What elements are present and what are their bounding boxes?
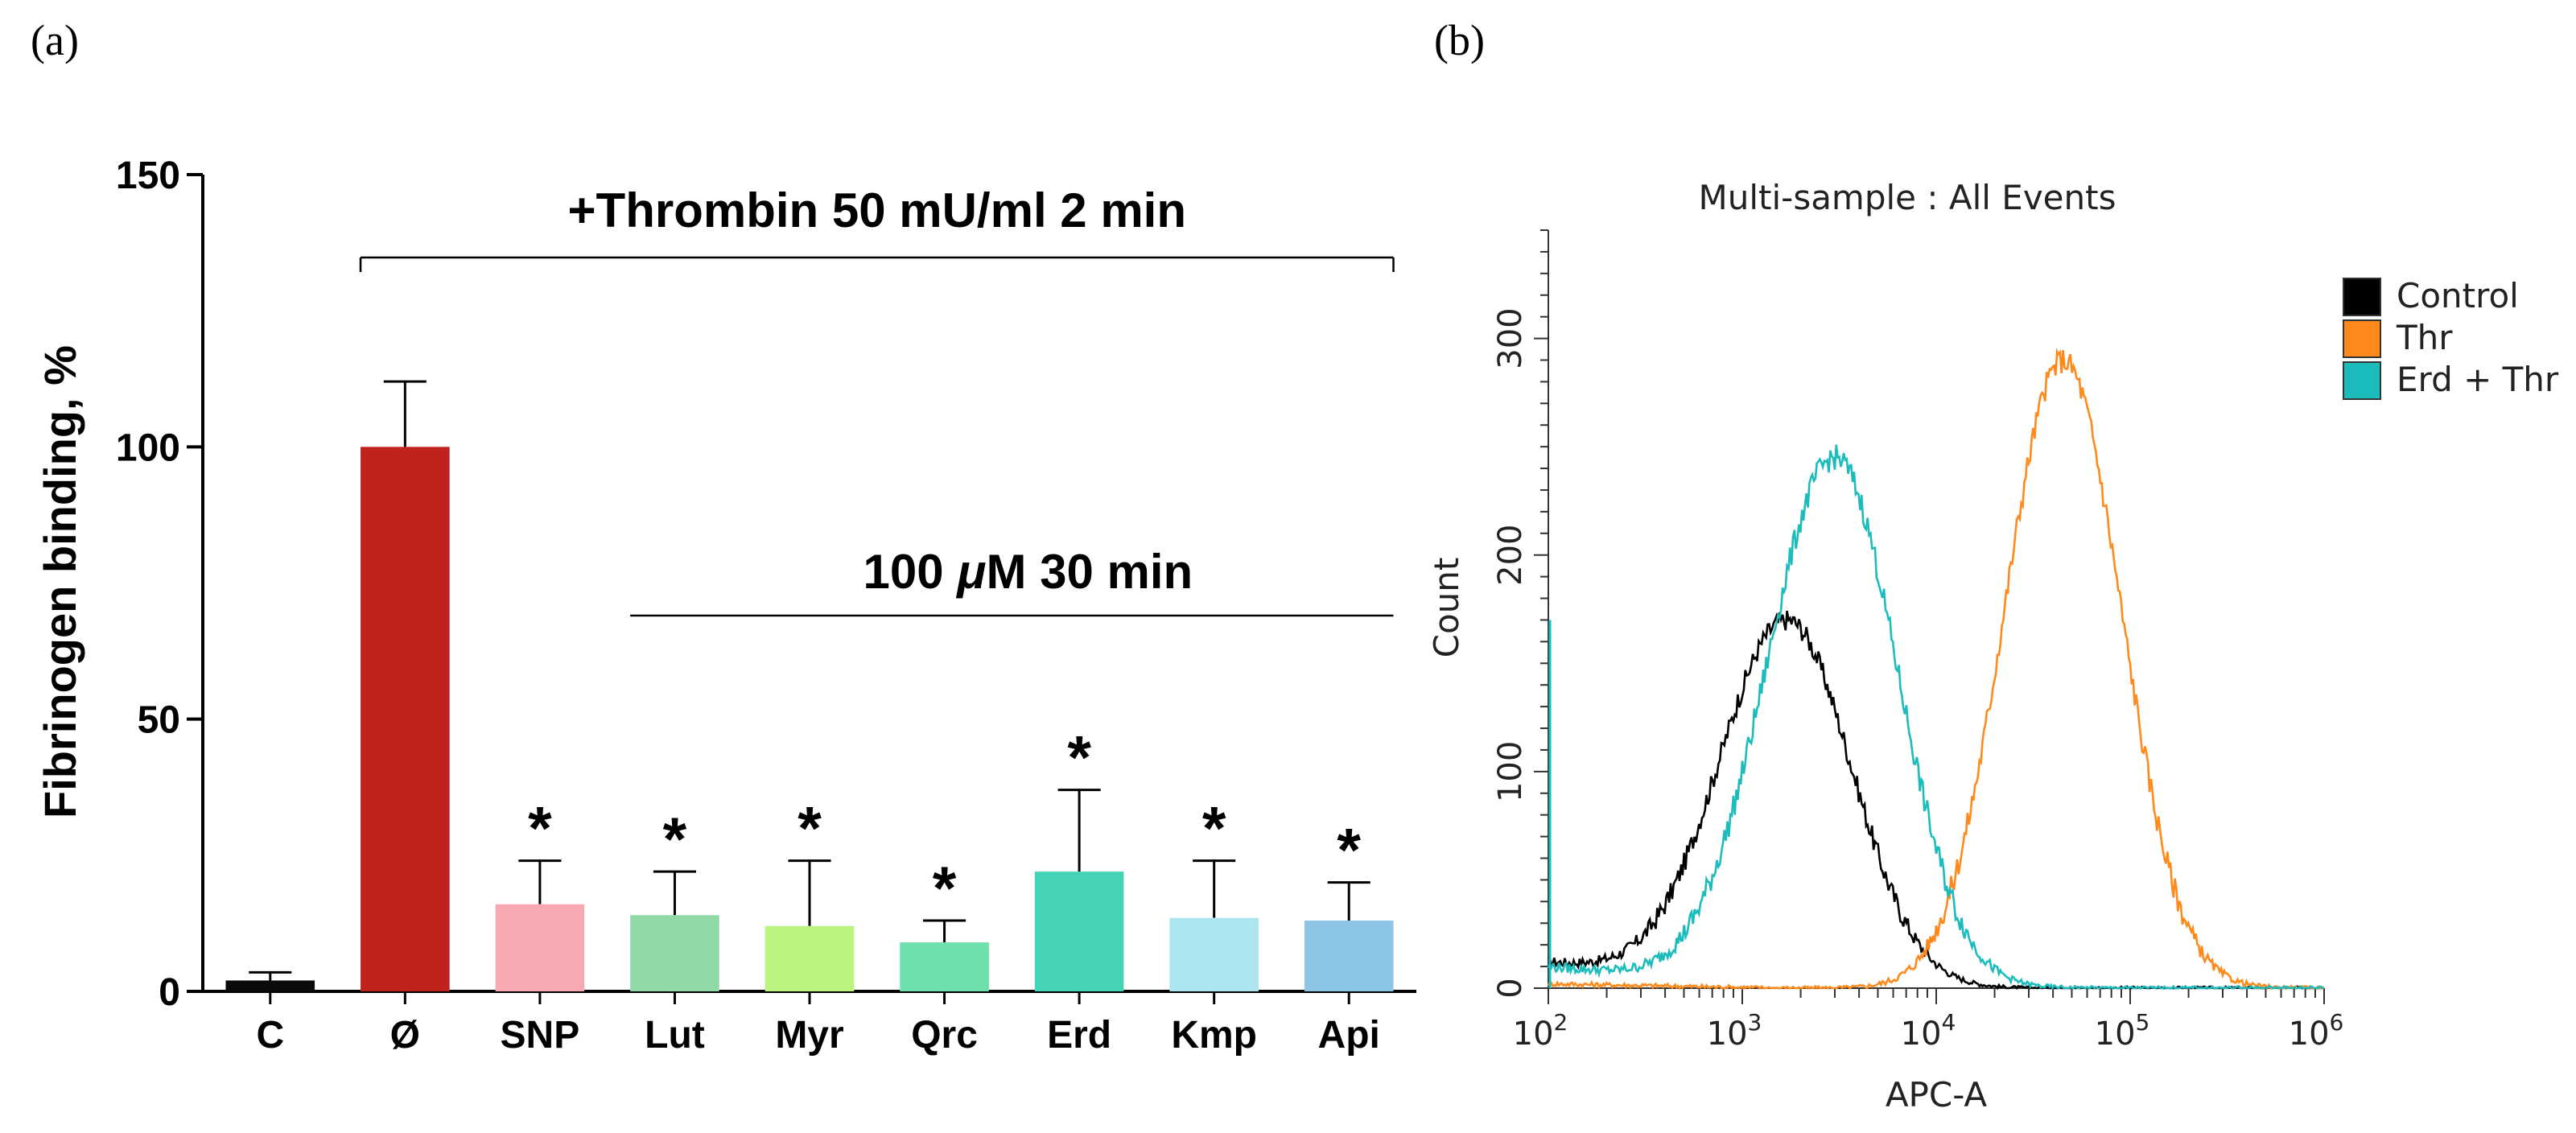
bar-x-tick-label: C [256, 1014, 284, 1057]
legend-swatch-1 [2343, 319, 2381, 358]
bar-x-tick-label: SNP [501, 1014, 580, 1057]
treatment-annotation-mu: μ [955, 545, 986, 599]
flow-x-tick-base: 10 [2289, 1016, 2330, 1053]
bar-x-tick-label: Api [1318, 1014, 1380, 1057]
flow-series [1547, 348, 2325, 991]
bar-8 [1304, 921, 1394, 991]
bar-0 [225, 980, 315, 991]
flow-x-tick-label: 105 [2095, 1009, 2150, 1053]
bar-annotations: +Thrombin 50 mU/ml 2 min 100 μM 30 min [359, 183, 1395, 617]
significance-star-3: * [663, 805, 687, 874]
flow-y-tick-label: 300 [1492, 307, 1529, 369]
bar-x-tick-label: Ø [390, 1014, 420, 1057]
flow-x-tick-exponent: 2 [1554, 1009, 1568, 1036]
significance-star-8: * [1337, 817, 1361, 885]
bar-y-tick-label: 0 [159, 971, 180, 1014]
treatment-annotation-prefix: 100 [863, 545, 957, 599]
flow-x-tick-base: 10 [1513, 1016, 1554, 1053]
treatment-annotation: 100 μM 30 min [863, 545, 1193, 599]
panel-label-b: (b) [1434, 16, 1485, 64]
bar-5 [900, 942, 989, 991]
treatment-annotation-suffix: M 30 min [986, 545, 1193, 599]
bar-y-tick-label: 150 [116, 154, 180, 197]
legend-label-2: Erd + Thr [2397, 360, 2559, 399]
flow-x-tick-exponent: 3 [1748, 1009, 1762, 1036]
flow-x-tick-label: 103 [1707, 1009, 1762, 1053]
significance-star-4: * [798, 795, 822, 863]
flow-x-tick-label: 106 [2289, 1009, 2344, 1053]
significance-star-2: * [528, 795, 552, 863]
flow-x-tick-base: 10 [2095, 1016, 2136, 1053]
flow-x-tick-exponent: 5 [2136, 1009, 2150, 1036]
thrombin-annotation: +Thrombin 50 mU/ml 2 min [568, 183, 1187, 237]
bar-x-tick-label: Myr [775, 1014, 843, 1057]
legend-swatch-2 [2343, 361, 2381, 400]
flow-y-axis-label: Count [1427, 558, 1466, 658]
bar-7 [1169, 917, 1259, 991]
bar-marks: * * * * * * * [225, 380, 1394, 991]
bar-y-axis-label: Fibrinogen binding, % [35, 345, 85, 818]
bar-x-tick-label: Kmp [1171, 1014, 1257, 1057]
flow-x-tick-label: 102 [1513, 1009, 1568, 1053]
flow-y-tick-label: 100 [1492, 741, 1529, 802]
bar-3 [630, 915, 719, 991]
panel-label-a: (a) [31, 16, 79, 64]
significance-star-5: * [933, 855, 957, 923]
bar-x-tick-label: Lut [645, 1014, 705, 1057]
bar-chart: 0 50 100 150 * * * * * * * C Ø SNP Lut Myr Qrc Erd Kmp Ap… [35, 154, 1416, 1057]
flow-x-tick-exponent: 4 [1942, 1009, 1956, 1036]
flow-y-tick-label: 0 [1492, 978, 1529, 998]
flow-x-tick-base: 10 [1901, 1016, 1942, 1053]
bar-2 [495, 904, 585, 991]
bar-y-tick-label: 100 [116, 426, 180, 469]
flow-series-control [1548, 610, 2325, 991]
legend-label-1: Thr [2396, 318, 2453, 357]
bar-x-tick-labels: C Ø SNP Lut Myr Qrc Erd Kmp Api [256, 991, 1380, 1057]
bar-6 [1034, 871, 1124, 991]
flow-x-tick-label: 104 [1901, 1009, 1956, 1053]
legend-swatch-0 [2343, 278, 2381, 316]
flow-title: Multi-sample : All Events [1699, 178, 2116, 217]
bar-1 [361, 447, 450, 991]
bar-y-tick-label: 50 [138, 699, 180, 742]
flow-x-tick-exponent: 6 [2330, 1009, 2344, 1036]
flow-x-tick-base: 10 [1707, 1016, 1748, 1053]
significance-star-7: * [1202, 795, 1226, 863]
significance-star-6: * [1067, 724, 1091, 793]
flow-x-axis-label: APC-A [1886, 1075, 1988, 1114]
flow-y-tick-label: 200 [1492, 525, 1529, 586]
flow-series-thr [1547, 348, 2325, 991]
bar-y-axis: 0 50 100 150 [116, 154, 1416, 1014]
bar-x-tick-label: Qrc [911, 1014, 978, 1057]
bar-x-tick-label: Erd [1047, 1014, 1111, 1057]
flow-series-erd-thr [1547, 444, 2324, 991]
legend-label-0: Control [2397, 276, 2519, 315]
bar-4 [765, 925, 855, 991]
